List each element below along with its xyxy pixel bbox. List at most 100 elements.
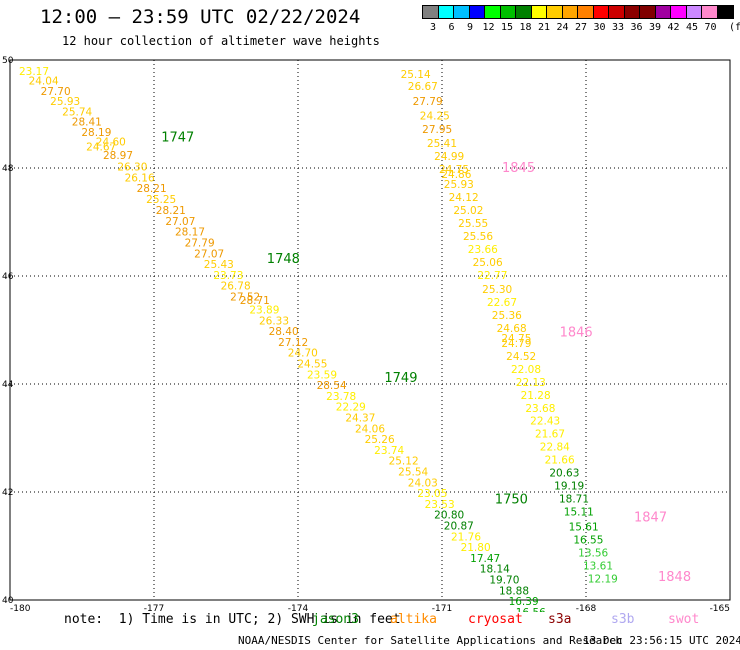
wave-height-value: 26.67 (408, 81, 438, 93)
wave-height-value: 24.06 (355, 423, 385, 435)
wave-height-value: 19.70 (489, 574, 519, 586)
wave-height-value: 24.67 (86, 141, 116, 153)
wave-height-value: 23.53 (425, 499, 455, 511)
legend-label: 12 (482, 22, 495, 33)
wave-height-value: 27.07 (165, 216, 195, 228)
render-timestamp: 13 Dec 23:56:15 UTC 2024 (583, 634, 740, 647)
wave-height-value: 24.68 (497, 323, 527, 335)
y-tick-label: 48 (2, 164, 14, 174)
legend-label: 9 (466, 22, 474, 33)
wave-height-value: 21.76 (451, 531, 481, 543)
x-tick-label: -177 (144, 604, 164, 612)
wave-height-value: 28.40 (269, 326, 299, 338)
wave-height-value: 23.89 (249, 304, 279, 316)
x-tick-label: -174 (288, 604, 309, 612)
plot-frame (9, 59, 731, 601)
wave-height-value: 24.70 (288, 348, 318, 360)
legend-label: 21 (537, 22, 551, 33)
wave-height-value: 28.21 (137, 183, 167, 195)
satellite-altika: altika (390, 612, 437, 627)
pass-time-label: 1747 (161, 131, 194, 146)
wave-height-value: 22.77 (477, 270, 507, 282)
legend-label: 6 (448, 22, 455, 33)
wave-height-value: 17.47 (470, 553, 500, 565)
satellite-s3b: s3b (611, 612, 635, 627)
wave-height-value: 20.87 (444, 520, 474, 532)
wave-height-value: 24.75 (439, 164, 469, 176)
wave-height-value: 25.12 (389, 456, 419, 468)
legend-label: 39 (648, 22, 662, 33)
y-tick-label: 50 (2, 56, 14, 66)
legend-label: 42 (667, 22, 680, 33)
wave-height-value: 13.56 (578, 547, 608, 559)
wave-height-value: 13.61 (583, 560, 613, 572)
wave-height-value: 25.93 (50, 96, 80, 108)
wave-height-value: 22.43 (530, 416, 560, 428)
wave-height-value: 15.11 (564, 506, 594, 518)
wave-height-value: 28.71 (240, 295, 270, 307)
wave-height-value: 25.14 (401, 69, 431, 81)
satellite-swot: swot (668, 612, 700, 627)
wave-height-value: 18.88 (499, 585, 529, 597)
wave-height-value: 26.78 (221, 281, 251, 293)
wave-height-value: 23.73 (213, 270, 243, 282)
wave-height-value: 28.19 (81, 127, 111, 139)
pass-time-label: 1748 (267, 252, 300, 267)
pass-time-label: 1749 (384, 371, 417, 386)
wave-height-value: 22.08 (511, 364, 541, 376)
wave-height-value: 20.63 (549, 468, 579, 480)
wave-height-value: 27.12 (278, 337, 308, 349)
wave-height-value: 27.07 (194, 248, 224, 260)
wave-height-value: 19.19 (554, 481, 584, 493)
wave-height-map: -180 -177 -174 -171 -168 -165 40 42 44 46 48 50 23.1… (2, 56, 731, 612)
wave-height-value: 28.97 (103, 150, 133, 162)
wave-height-value: 16.39 (509, 596, 539, 608)
wave-height-value: 27.95 (422, 124, 452, 136)
page-subtitle: 12 hour collection of altimeter wave hei… (62, 34, 380, 48)
wave-height-value: 24.03 (408, 477, 438, 489)
wave-height-value: 25.74 (62, 106, 92, 118)
wave-height-value: 25.06 (473, 257, 503, 269)
wave-height-value: 20.80 (434, 510, 464, 522)
wave-height-value: 23.17 (19, 66, 49, 78)
satellite-s3a: s3a (548, 612, 572, 627)
wave-height-value: 27.70 (41, 86, 71, 98)
wave-height-value: 28.41 (72, 117, 102, 129)
legend-label: 15 (500, 22, 514, 33)
wave-height-value: 25.26 (365, 434, 395, 446)
page-title: 12:00 — 23:59 UTC 02/22/2024 (40, 6, 361, 28)
wave-height-value: 25.54 (398, 466, 428, 478)
legend-label: 36 (630, 22, 643, 33)
y-tick-label: 46 (2, 272, 14, 282)
wave-height-value: 18.71 (559, 493, 589, 505)
legend-label: 3 (429, 22, 437, 33)
wave-height-value: 23.68 (525, 403, 555, 415)
legend-unit: (ft) (729, 22, 740, 33)
wave-height-value: 26.16 (125, 173, 155, 185)
x-tick-label: -168 (576, 604, 597, 612)
legend-label: 18 (519, 22, 532, 33)
legend-label: 45 (685, 22, 699, 33)
legend-label: 70 (704, 22, 717, 33)
wave-height-value: 23.74 (374, 445, 404, 457)
pass-time-label: 1847 (634, 510, 667, 525)
wave-height-value: 12.19 (588, 573, 618, 585)
wave-height-value: 28.17 (175, 227, 205, 239)
wave-height-value: 24.86 (441, 169, 471, 181)
pass-time-label: 1848 (658, 570, 691, 585)
wave-height-value: 25.41 (427, 138, 457, 150)
wave-height-value: 21.66 (545, 455, 575, 467)
wave-height-value: 24.99 (434, 151, 464, 163)
wave-height-value: 26.30 (117, 161, 147, 173)
wave-height-value: 22.67 (487, 297, 517, 309)
y-tick-label: 42 (2, 488, 13, 498)
wave-height-value: 22.29 (336, 402, 366, 414)
wave-height-value: 22.84 (540, 442, 570, 454)
wave-height-value: 15.61 (569, 522, 599, 534)
x-tick-label: -171 (432, 604, 452, 612)
wave-height-value: 24.55 (297, 358, 327, 370)
wave-height-value: 21.28 (521, 390, 551, 402)
wave-height-value: 25.02 (453, 205, 483, 217)
wave-height-value: 24.04 (29, 76, 59, 88)
wave-height-value: 28.54 (317, 380, 347, 392)
